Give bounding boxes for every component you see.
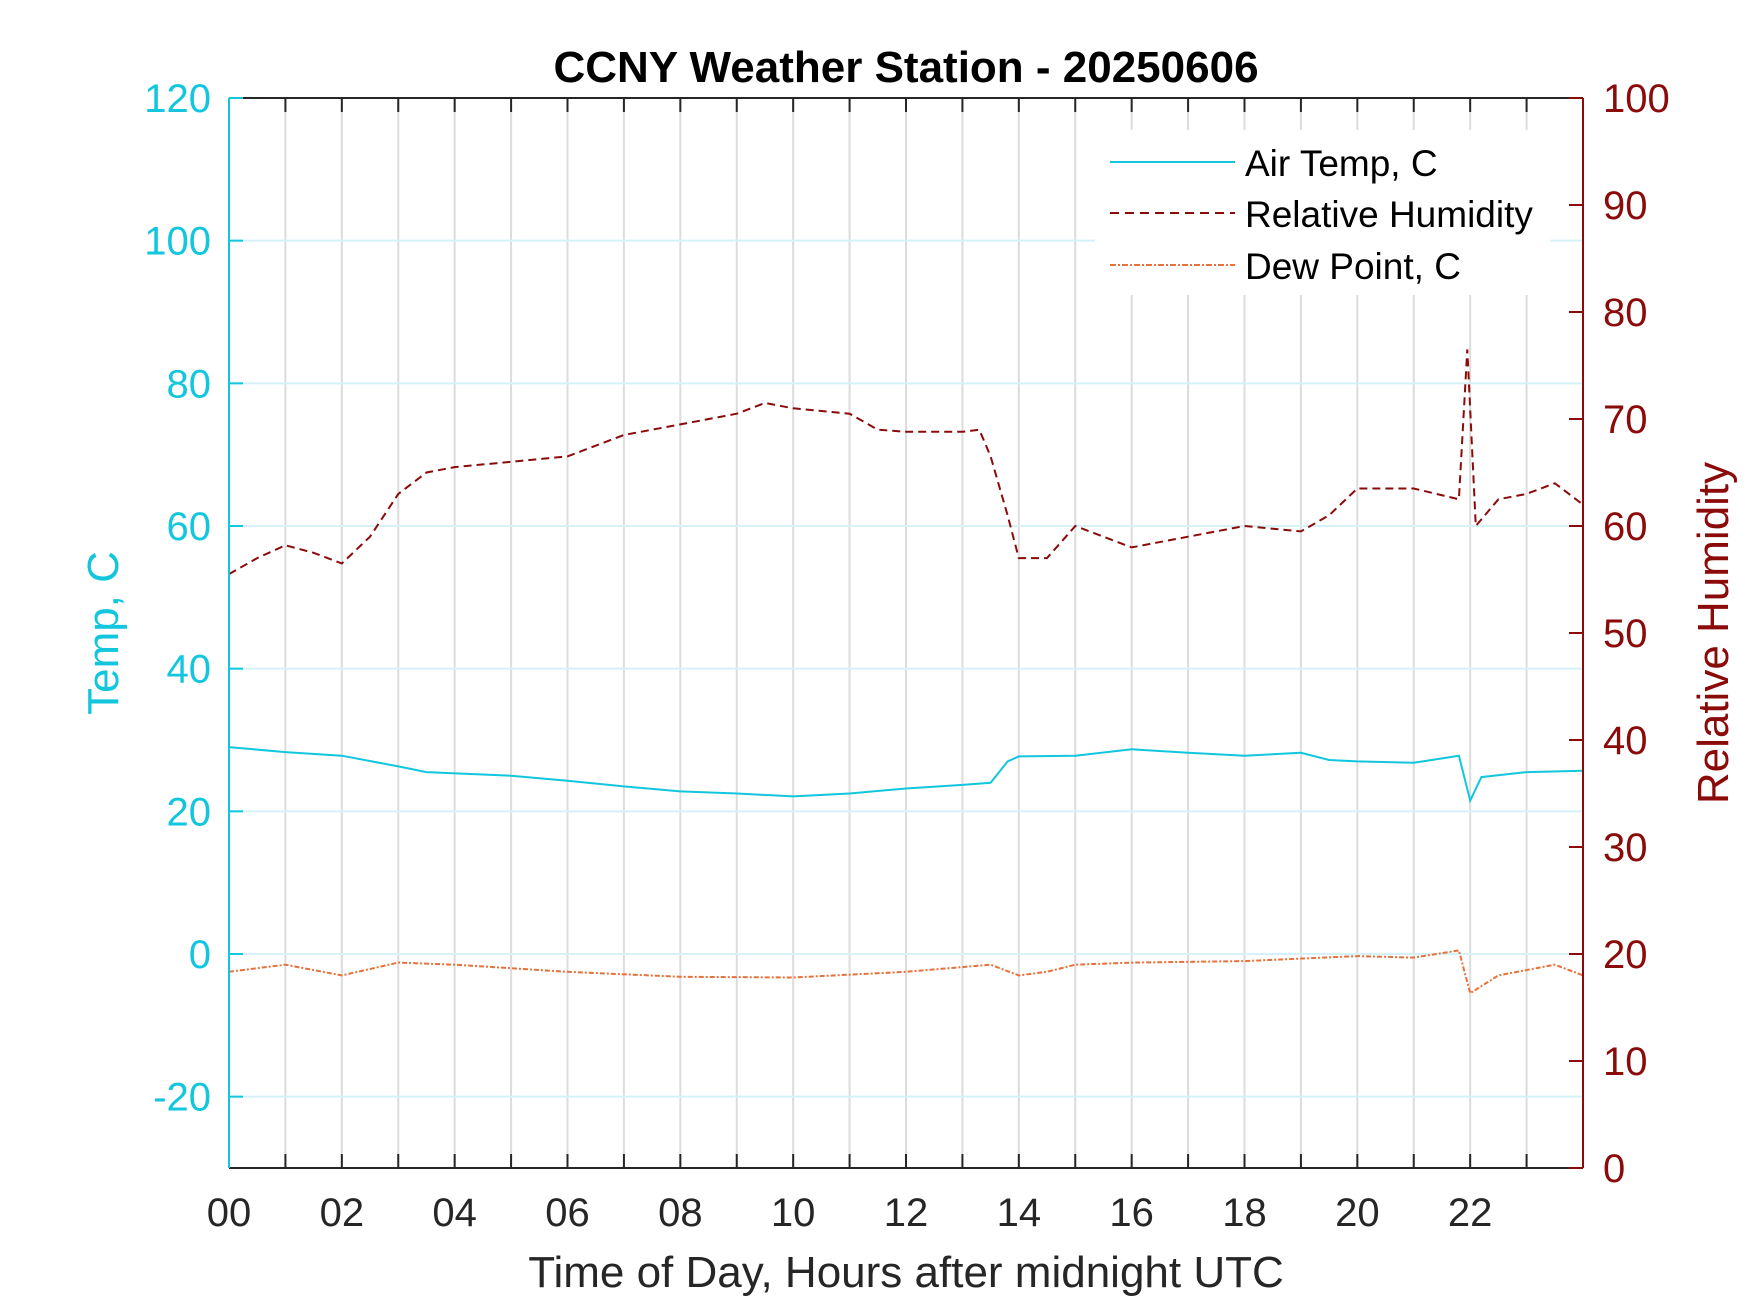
y-tick-label-left: 100 — [144, 220, 211, 264]
y-tick-label-left: 40 — [167, 648, 212, 692]
x-tick-label: 22 — [1448, 1191, 1493, 1235]
y-tick-label-right: 80 — [1603, 291, 1648, 335]
y-tick-label-right: 0 — [1603, 1147, 1625, 1191]
x-tick-label: 06 — [545, 1191, 590, 1235]
y-tick-label-left: 0 — [189, 933, 211, 977]
y-tick-label-right: 70 — [1603, 398, 1648, 442]
chart-title: CCNY Weather Station - 20250606 — [553, 43, 1258, 92]
x-tick-label: 20 — [1335, 1191, 1380, 1235]
x-tick-label: 16 — [1109, 1191, 1154, 1235]
y-tick-label-left: -20 — [153, 1076, 211, 1120]
y-tick-label-left: 80 — [167, 362, 212, 406]
x-tick-label: 10 — [771, 1191, 816, 1235]
legend: Air Temp, C Relative Humidity Dew Point,… — [1095, 130, 1550, 295]
y-tick-label-left: 20 — [167, 790, 212, 834]
x-axis-label: Time of Day, Hours after midnight UTC — [528, 1248, 1284, 1297]
x-tick-label: 00 — [207, 1191, 252, 1235]
series-layer — [228, 349, 1584, 995]
x-tick-label: 02 — [320, 1191, 365, 1235]
y-tick-label-left: 60 — [167, 505, 212, 549]
y-tick-label-right: 50 — [1603, 612, 1648, 656]
y-tick-label-right: 10 — [1603, 1040, 1648, 1084]
legend-label-relative-humidity: Relative Humidity — [1245, 194, 1533, 235]
legend-label-dew-point: Dew Point, C — [1245, 246, 1461, 287]
y-tick-label-right: 30 — [1603, 826, 1648, 870]
x-tick-label: 18 — [1222, 1191, 1267, 1235]
y-axis-label-left: Temp, C — [79, 551, 128, 715]
y-tick-label-right: 40 — [1603, 719, 1648, 763]
x-tick-label: 12 — [884, 1191, 929, 1235]
series-line-air-temp-c — [228, 746, 1584, 804]
legend-label-air-temp: Air Temp, C — [1245, 143, 1438, 184]
series-line-dew-point-c — [228, 949, 1584, 995]
y-axis-label-right: Relative Humidity — [1689, 462, 1738, 804]
x-tick-label: 04 — [432, 1191, 477, 1235]
x-tick-label: 14 — [997, 1191, 1042, 1235]
x-tick-label: 08 — [658, 1191, 703, 1235]
axes: 00 02 04 06 08 10 12 14 16 18 20 22-200204060801001… — [144, 77, 1670, 1235]
y-tick-label-right: 20 — [1603, 933, 1648, 977]
y-tick-label-right: 100 — [1603, 77, 1670, 121]
y-tick-label-left: 120 — [144, 77, 211, 121]
y-tick-label-right: 60 — [1603, 505, 1648, 549]
series-line-relative-humidity — [228, 349, 1584, 575]
y-tick-label-right: 90 — [1603, 184, 1648, 228]
